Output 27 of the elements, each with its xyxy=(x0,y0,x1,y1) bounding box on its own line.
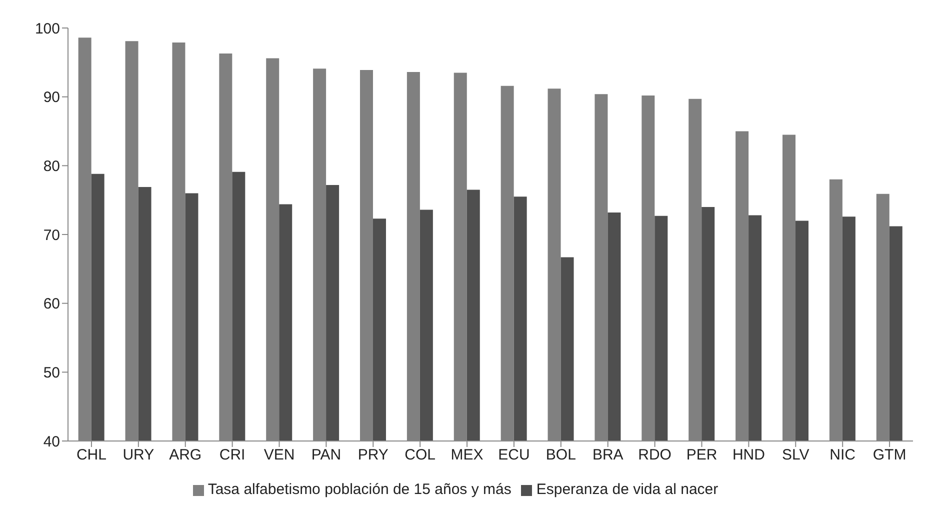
x-tick-label: MEX xyxy=(450,446,484,464)
y-tick-label: 100 xyxy=(34,20,60,38)
y-tick-label: 60 xyxy=(43,296,60,313)
x-tick-label: COL xyxy=(404,446,436,464)
y-tick-label: 40 xyxy=(43,433,60,450)
x-tick-label: ARG xyxy=(169,446,202,464)
x-tick-label: BRA xyxy=(592,446,624,464)
x-tick-label: PAN xyxy=(311,446,342,464)
x-tick-label: URY xyxy=(122,446,154,464)
x-tick-label: PRY xyxy=(358,446,388,464)
x-tick-label: RDO xyxy=(638,446,672,464)
x-tick-label: PER xyxy=(686,446,718,464)
x-tick-label: SLV xyxy=(782,446,810,464)
x-tick-label: ECU xyxy=(498,446,530,464)
y-tick-label: 50 xyxy=(43,364,60,382)
x-tick-label: CHL xyxy=(76,446,106,464)
y-tick-label: 80 xyxy=(43,158,60,175)
y-tick-label: 70 xyxy=(43,226,60,244)
legend-label: Esperanza de vida al nacer xyxy=(536,481,718,498)
y-tick-label: 90 xyxy=(43,89,60,106)
x-tick-label: GTM xyxy=(872,446,906,464)
x-tick-label: CRI xyxy=(219,446,246,464)
x-tick-label: BOL xyxy=(546,446,576,464)
x-tick-label: VEN xyxy=(264,446,295,464)
legend-label: Tasa alfabetismo población de 15 años y más xyxy=(208,481,512,498)
x-tick-label: NIC xyxy=(830,446,856,464)
x-tick-label: HND xyxy=(732,446,766,464)
